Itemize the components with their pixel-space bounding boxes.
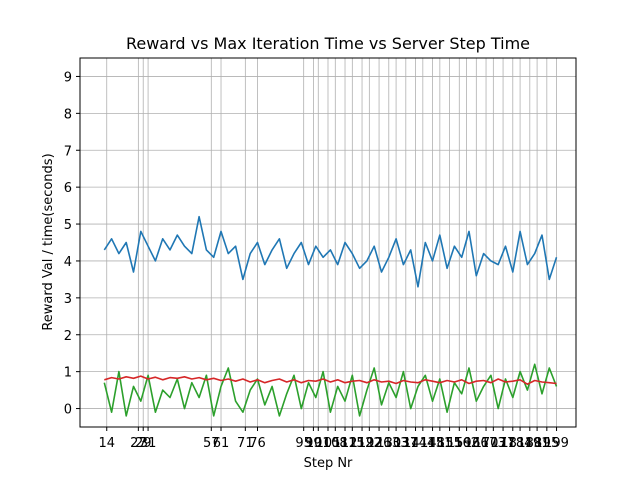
x-tick-label: 108 <box>323 436 348 451</box>
x-tick-label: 29 <box>135 436 152 451</box>
x-tick-label: 195 <box>534 436 559 451</box>
x-tick-label: 27 <box>130 436 147 451</box>
series-line <box>103 215 558 288</box>
x-tick-label: 31 <box>140 436 157 451</box>
x-tick-label: 141 <box>403 436 428 451</box>
x-tick-label: 14 <box>98 436 115 451</box>
x-tick-label: 170 <box>474 436 499 451</box>
y-tick-label: 5 <box>64 218 72 233</box>
x-tick-label: 188 <box>517 436 542 451</box>
x-tick-label: 181 <box>500 436 525 451</box>
series-line <box>104 375 557 386</box>
y-tick-label: 0 <box>64 403 72 418</box>
x-tick-label: 130 <box>376 436 401 451</box>
x-tick-label: 105 <box>316 436 341 451</box>
x-tick-label: 133 <box>384 436 409 451</box>
y-tick-label: 4 <box>64 255 72 270</box>
x-tick-label: 191 <box>525 436 550 451</box>
x-tick-label: 61 <box>213 436 230 451</box>
y-tick-label: 1 <box>64 366 72 381</box>
x-tick-label: 177 <box>491 436 516 451</box>
x-tick-label: 112 <box>333 436 358 451</box>
y-tick-label: 7 <box>64 144 72 159</box>
x-tick-label: 126 <box>367 436 392 451</box>
x-tick-label: 76 <box>249 436 266 451</box>
x-tick-label: 162 <box>454 436 479 451</box>
grid <box>80 58 576 427</box>
x-tick-label: 144 <box>410 436 435 451</box>
x-tick-label: 137 <box>393 436 418 451</box>
y-tick-label: 6 <box>64 181 72 196</box>
y-tick-label: 3 <box>64 292 72 307</box>
x-tick-label: 155 <box>437 436 462 451</box>
series-line <box>103 363 558 417</box>
chart-title: Reward vs Max Iteration Time vs Server S… <box>126 34 530 53</box>
x-tick-label: 122 <box>357 436 382 451</box>
x-tick-label: 57 <box>203 436 220 451</box>
x-tick-label: 199 <box>544 436 569 451</box>
x-tick-label: 184 <box>508 436 533 451</box>
x-tick-label: 95 <box>295 436 312 451</box>
x-tick-label: 101 <box>306 436 331 451</box>
y-tick-label: 9 <box>64 70 72 85</box>
x-axis-label: Step Nr <box>304 456 353 471</box>
x-tick-label: 71 <box>237 436 254 451</box>
x-tick-label: 151 <box>427 436 452 451</box>
x-tick-label: 148 <box>420 436 445 451</box>
x-tick-label: 119 <box>350 436 375 451</box>
x-tick-label: 166 <box>464 436 489 451</box>
x-tick-label: 99 <box>305 436 322 451</box>
plot <box>103 215 558 417</box>
x-tick-label: 173 <box>481 436 506 451</box>
x-tick-label: 115 <box>340 436 365 451</box>
y-tick-label: 8 <box>64 107 72 122</box>
x-tick-label: 159 <box>447 436 472 451</box>
y-axis-label: Reward Val / time(seconds) <box>41 153 56 330</box>
y-tick-label: 2 <box>64 329 72 344</box>
